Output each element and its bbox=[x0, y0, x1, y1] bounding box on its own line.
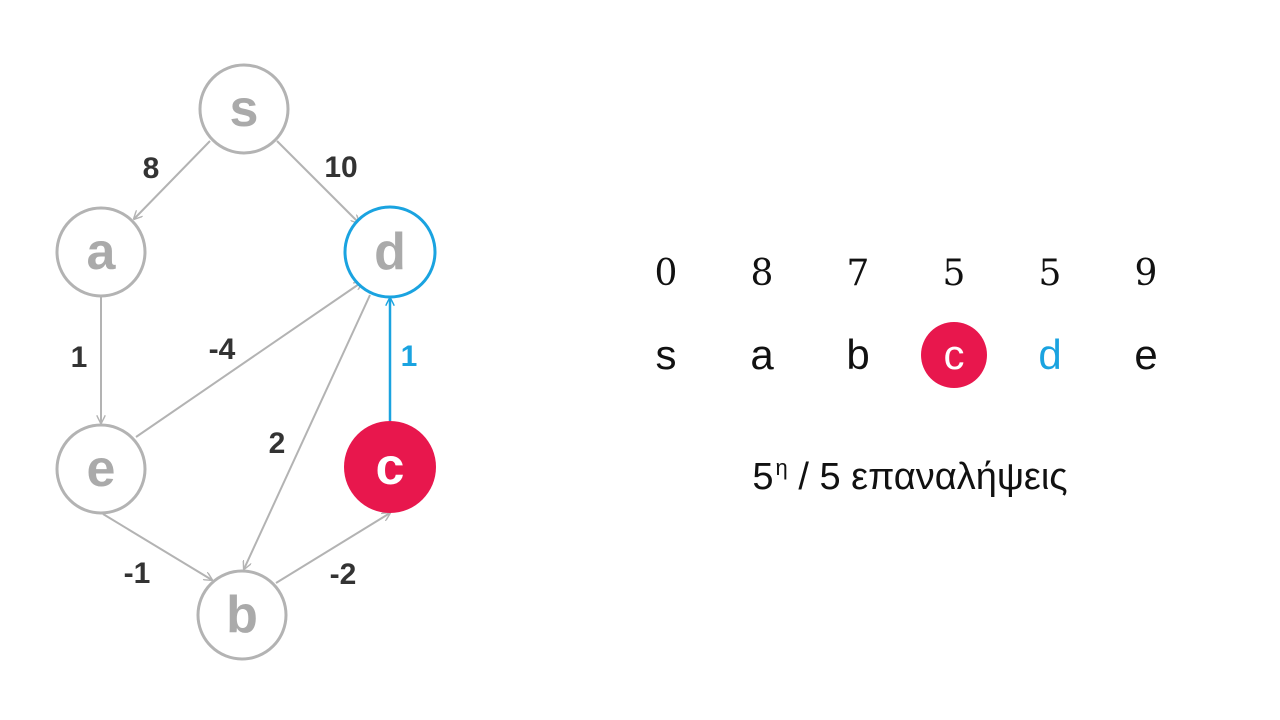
table-node-a: a bbox=[750, 331, 774, 378]
edge-e-d bbox=[135, 282, 362, 438]
iteration-ordinal-suffix: η bbox=[775, 455, 788, 480]
node-s: s bbox=[198, 63, 290, 155]
edge-s-d bbox=[276, 140, 359, 223]
node-d-label: d bbox=[374, 223, 406, 281]
node-name-cell: s bbox=[618, 322, 714, 388]
edge-e-b bbox=[102, 513, 212, 580]
table-node-b: b bbox=[846, 331, 870, 378]
distance-row: 0 8 7 5 5 9 bbox=[618, 250, 1194, 296]
table-node-d-target: d bbox=[1038, 331, 1062, 378]
distance-a: 8 bbox=[750, 252, 774, 294]
distance-e: 9 bbox=[1134, 252, 1158, 294]
distance-cell: 9 bbox=[1098, 250, 1194, 296]
node-name-cell: c bbox=[906, 322, 1002, 388]
node-name-row: s a b c d e bbox=[618, 322, 1194, 388]
node-e-label: e bbox=[87, 440, 116, 498]
iteration-counter: 5η / 5 επαναλήψεις bbox=[620, 438, 1200, 498]
distance-d: 5 bbox=[1038, 252, 1062, 294]
node-name-cell: e bbox=[1098, 322, 1194, 388]
node-b-label: b bbox=[226, 586, 258, 644]
weight-e-d: -4 bbox=[209, 333, 236, 366]
iteration-total: 5 επαναλήψεις bbox=[819, 456, 1068, 498]
node-b: b bbox=[196, 569, 288, 661]
distance-cell: 5 bbox=[1002, 250, 1098, 296]
node-c: c bbox=[344, 421, 436, 513]
node-name-cell: d bbox=[1002, 322, 1098, 388]
weight-c-d: 1 bbox=[401, 340, 418, 373]
node-a-label: a bbox=[87, 223, 117, 281]
node-e: e bbox=[55, 423, 147, 515]
weight-s-d: 10 bbox=[324, 151, 357, 184]
weight-e-b: -1 bbox=[124, 557, 151, 590]
weight-b-c: -2 bbox=[330, 558, 357, 591]
distance-cell: 0 bbox=[618, 250, 714, 296]
node-name-cell: b bbox=[810, 322, 906, 388]
distance-s: 0 bbox=[654, 252, 678, 294]
table-node-c-active: c bbox=[921, 322, 987, 388]
table-node-s: s bbox=[655, 331, 677, 378]
iteration-separator: / bbox=[787, 456, 820, 498]
edge-b-c bbox=[275, 513, 390, 584]
node-s-label: s bbox=[230, 80, 259, 138]
distance-cell: 8 bbox=[714, 250, 810, 296]
distance-cell: 5 bbox=[906, 250, 1002, 296]
table-node-e: e bbox=[1134, 331, 1158, 378]
edge-d-b bbox=[244, 294, 371, 569]
distance-cell: 7 bbox=[810, 250, 906, 296]
weight-a-e: 1 bbox=[71, 341, 88, 374]
iteration-current: 5 bbox=[752, 456, 774, 498]
node-d: d bbox=[343, 205, 437, 299]
node-name-cell: a bbox=[714, 322, 810, 388]
edge-s-a bbox=[134, 140, 211, 219]
node-c-label: c bbox=[376, 438, 405, 496]
node-a: a bbox=[55, 206, 147, 298]
distance-b: 7 bbox=[846, 252, 870, 294]
weight-d-b: 2 bbox=[269, 427, 286, 460]
weight-s-a: 8 bbox=[143, 152, 160, 185]
distance-c: 5 bbox=[942, 252, 966, 294]
